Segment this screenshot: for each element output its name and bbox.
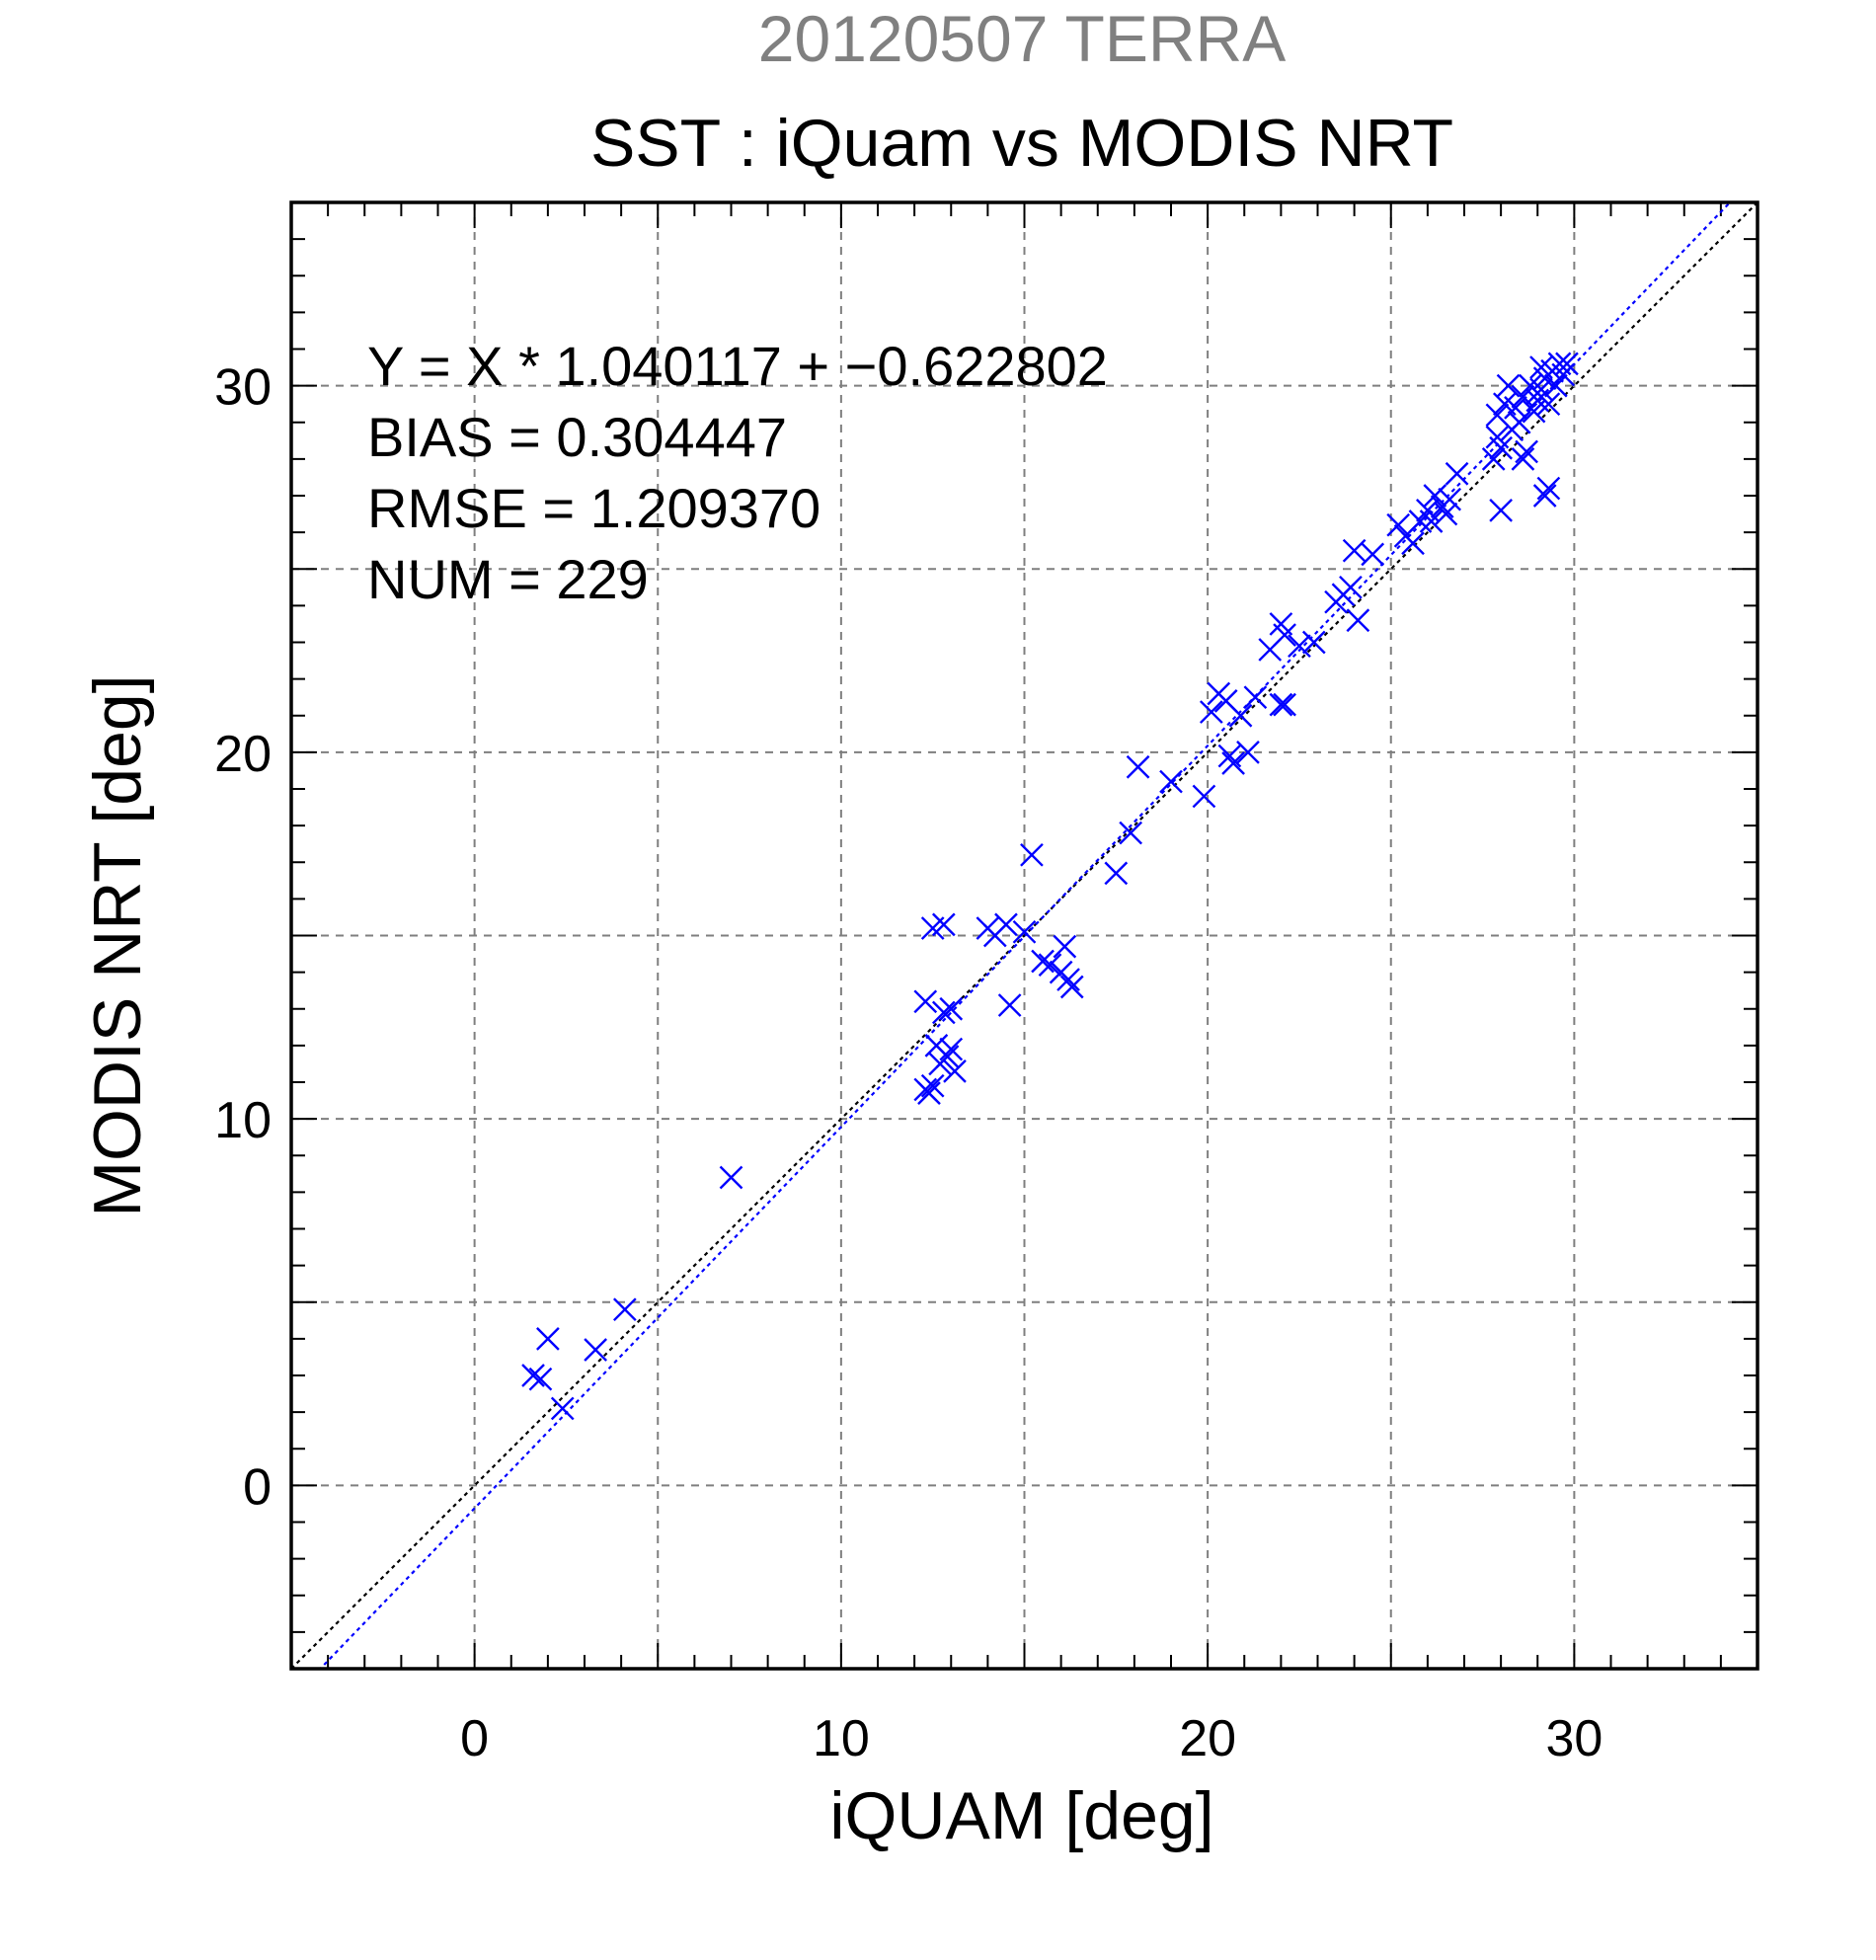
data-point [1532,484,1557,508]
data-point [920,1073,945,1098]
data-point [1126,754,1150,779]
y-tick-label: 30 [214,359,272,417]
data-point [1507,410,1531,434]
y-tick-label: 0 [243,1458,272,1516]
data-point [1543,373,1568,398]
data-point [1342,538,1367,563]
data-point [935,1045,960,1068]
data-point [1419,510,1444,533]
data-point [528,1367,553,1391]
plot-frame [289,200,1759,1671]
data-point [536,1327,560,1351]
data-point [1031,949,1055,974]
data-point [1489,499,1513,522]
x-tick-label: 0 [460,1710,489,1767]
data-point [1361,542,1385,567]
data-point [521,1364,545,1387]
data-point [1199,700,1223,724]
data-point [1269,692,1293,717]
plot-layer: 0 10 20 30 0 10 20 30 Y = X * 1.040117 + −0.6228… [214,200,1759,1767]
data-point [913,989,938,1014]
data-point [1159,769,1183,794]
data-point [1056,968,1080,991]
data-point [917,1081,941,1105]
data-point [1228,703,1253,728]
data-point [1217,744,1242,768]
data-point [1273,692,1296,717]
data-point [1119,821,1143,845]
data-point [1012,919,1037,944]
data-point [1529,355,1553,379]
data-point [1438,487,1461,511]
y-axis-label: MODIS NRT [deg] [80,674,155,1216]
data-point [719,1165,743,1190]
data-point [1104,861,1129,886]
data-point [1401,531,1425,556]
data-point [1408,510,1433,533]
identity-line [291,202,1758,1669]
y-tick-label: 20 [214,726,272,783]
y-tick-label: 10 [214,1092,272,1149]
data-point [1536,476,1561,501]
data-point [612,1297,637,1322]
data-point [1485,425,1510,449]
data-point [1434,502,1458,526]
data-point [1481,447,1506,471]
data-point [1059,975,1084,999]
x-tick-label: 20 [1179,1710,1236,1767]
stats-annotation-line: RMSE = 1.209370 [367,477,821,539]
data-point [1525,381,1550,405]
data-point [1038,953,1062,978]
data-point [1236,741,1260,764]
data-point [1386,512,1411,537]
data-point [1346,608,1370,633]
data-point [1423,484,1447,508]
x-tick-label: 10 [813,1710,870,1767]
data-point [1339,575,1363,599]
data-point [997,993,1022,1017]
data-point [943,1059,967,1083]
data-point [1020,842,1044,867]
data-point [1221,751,1245,775]
x-tick-label: 30 [1545,1710,1602,1767]
chart-title: SST : iQuam vs MODIS NRT [590,106,1453,181]
data-point [1504,396,1527,420]
data-point [550,1396,575,1421]
data-point [939,1037,964,1061]
stats-annotation-line: Y = X * 1.040117 + −0.622802 [367,335,1108,397]
data-point [931,1000,956,1025]
data-point [939,996,964,1021]
data-point [1515,439,1538,464]
data-point [1445,461,1469,486]
data-point [1273,623,1296,647]
chart-supertitle: 20120507 TERRA [758,2,1286,75]
data-point [584,1338,607,1362]
data-point [931,912,956,937]
data-point [1511,447,1535,471]
data-point [1243,685,1268,710]
x-axis-label: iQUAM [deg] [829,1778,1213,1853]
data-point [1053,934,1077,959]
stats-annotation-line: NUM = 229 [367,548,649,610]
data-point [1192,784,1216,809]
data-point [1288,634,1311,659]
data-point [1301,630,1326,655]
data-point [1555,352,1579,376]
data-point [1511,384,1535,409]
stats-annotation-line: BIAS = 0.304447 [367,406,787,468]
data-point [994,912,1018,937]
data-point [1496,373,1521,398]
